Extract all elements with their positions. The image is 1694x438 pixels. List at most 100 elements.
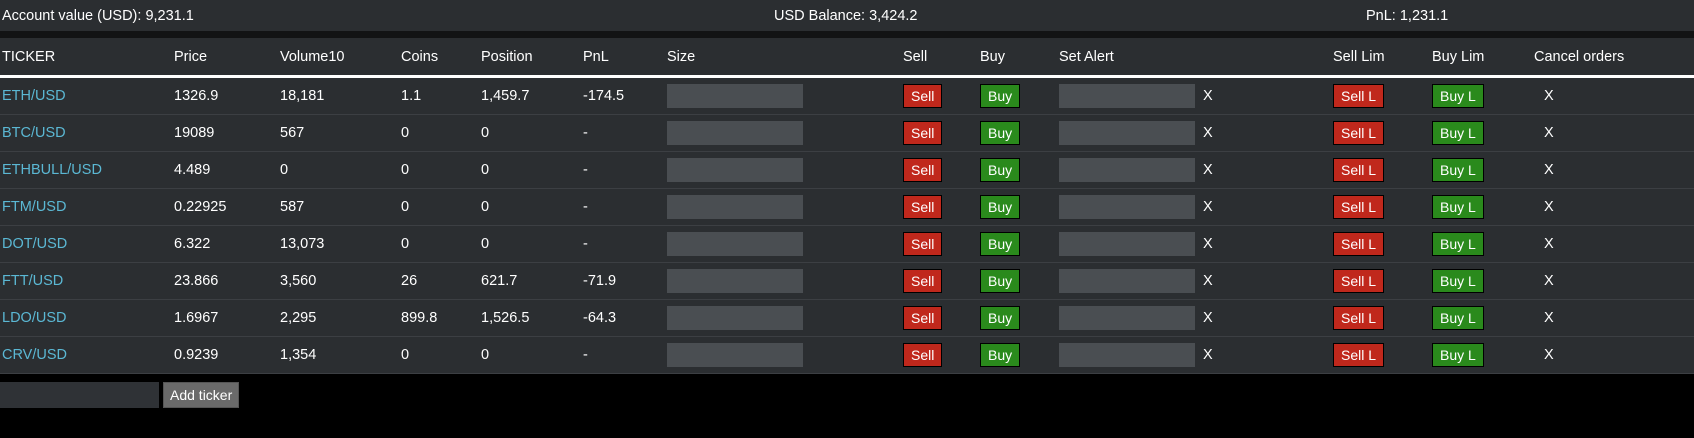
clear-alert-button[interactable]: X [1203,273,1213,289]
sell-limit-button[interactable]: Sell L [1333,343,1385,367]
divider [0,31,1694,38]
buy-limit-button[interactable]: Buy L [1432,195,1484,219]
size-input[interactable] [667,84,803,108]
new-ticker-input[interactable] [0,381,159,408]
sell-limit-cell: Sell L [1331,299,1430,337]
size-input[interactable] [667,232,803,256]
header-position: Position [479,38,581,78]
clear-alert-button[interactable]: X [1203,199,1213,215]
sell-limit-button[interactable]: Sell L [1333,121,1385,145]
sell-button[interactable]: Sell [903,269,943,293]
cancel-orders-button[interactable]: X [1544,273,1554,289]
buy-button[interactable]: Buy [980,121,1021,145]
cancel-orders-button[interactable]: X [1544,88,1554,104]
size-input[interactable] [667,306,803,330]
sell-limit-cell: Sell L [1331,114,1430,152]
ticker-link[interactable]: BTC/USD [2,125,66,141]
sell-button[interactable]: Sell [903,84,943,108]
sell-limit-button[interactable]: Sell L [1333,232,1385,256]
volume-cell: 2,295 [278,299,399,337]
ticker-cell: LDO/USD [0,299,172,337]
buy-limit-button[interactable]: Buy L [1432,232,1484,256]
buy-button[interactable]: Buy [980,343,1021,367]
cancel-cell: X [1532,188,1694,226]
cancel-orders-button[interactable]: X [1544,236,1554,252]
ticker-link[interactable]: CRV/USD [2,347,67,363]
ticker-link[interactable]: FTT/USD [2,273,64,289]
alert-input[interactable] [1059,84,1195,108]
clear-alert-button[interactable]: X [1203,162,1213,178]
cancel-orders-button[interactable]: X [1544,310,1554,326]
buy-limit-button[interactable]: Buy L [1432,269,1484,293]
position-cell: 0 [479,114,581,152]
price-cell: 19089 [172,114,278,152]
cancel-orders-button[interactable]: X [1544,199,1554,215]
ticker-link[interactable]: ETHBULL/USD [2,162,102,178]
clear-alert-button[interactable]: X [1203,347,1213,363]
alert-input[interactable] [1059,232,1195,256]
position-cell: 0 [479,225,581,263]
buy-button[interactable]: Buy [980,306,1021,330]
cancel-orders-button[interactable]: X [1544,347,1554,363]
alert-cell: X [1057,299,1331,337]
coins-cell: 0 [399,336,479,374]
sell-cell: Sell [901,299,978,337]
buy-limit-button[interactable]: Buy L [1432,343,1484,367]
table-row: CRV/USD 0.9239 1,354 0 0- Sell Buy X Sell L Buy L… [0,336,1694,374]
clear-alert-button[interactable]: X [1203,310,1213,326]
sell-limit-button[interactable]: Sell L [1333,84,1385,108]
buy-limit-button[interactable]: Buy L [1432,306,1484,330]
buy-limit-button[interactable]: Buy L [1432,121,1484,145]
table-row: LDO/USD 1.6967 2,295 899.8 1,526.5 -64.3 Sell B… [0,299,1694,337]
size-input[interactable] [667,343,803,367]
volume-cell: 3,560 [278,262,399,300]
buy-button[interactable]: Buy [980,195,1021,219]
alert-input[interactable] [1059,158,1195,182]
sell-limit-button[interactable]: Sell L [1333,269,1385,293]
clear-alert-button[interactable]: X [1203,88,1213,104]
buy-button[interactable]: Buy [980,269,1021,293]
size-input[interactable] [667,158,803,182]
sell-button[interactable]: Sell [903,195,943,219]
cancel-orders-button[interactable]: X [1544,162,1554,178]
sell-limit-button[interactable]: Sell L [1333,195,1385,219]
buy-button[interactable]: Buy [980,84,1021,108]
sell-limit-button[interactable]: Sell L [1333,158,1385,182]
size-input[interactable] [667,269,803,293]
buy-cell: Buy [978,188,1057,226]
buy-button[interactable]: Buy [980,232,1021,256]
sell-button[interactable]: Sell [903,158,943,182]
sell-button[interactable]: Sell [903,343,943,367]
cancel-orders-button[interactable]: X [1544,125,1554,141]
alert-input[interactable] [1059,269,1195,293]
sell-button[interactable]: Sell [903,121,943,145]
buy-limit-button[interactable]: Buy L [1432,158,1484,182]
size-input[interactable] [667,195,803,219]
ticker-link[interactable]: LDO/USD [2,310,67,326]
size-input[interactable] [667,121,803,145]
price-cell: 23.866 [172,262,278,300]
alert-cell: X [1057,114,1331,152]
price-cell: 1.6967 [172,299,278,337]
alert-input[interactable] [1059,306,1195,330]
add-ticker-button[interactable]: Add ticker [163,381,240,408]
alert-input[interactable] [1059,121,1195,145]
buy-button[interactable]: Buy [980,158,1021,182]
buy-cell: Buy [978,76,1057,115]
alert-input[interactable] [1059,195,1195,219]
alert-cell: X [1057,336,1331,374]
ticker-link[interactable]: FTM/USD [2,199,67,215]
sell-button[interactable]: Sell [903,232,943,256]
sell-button[interactable]: Sell [903,306,943,330]
ticker-link[interactable]: ETH/USD [2,88,66,104]
clear-alert-button[interactable]: X [1203,125,1213,141]
ticker-cell: FTM/USD [0,188,172,226]
buy-limit-button[interactable]: Buy L [1432,84,1484,108]
clear-alert-button[interactable]: X [1203,236,1213,252]
alert-input[interactable] [1059,343,1195,367]
pnl-cell: -64.3 [581,299,665,337]
alert-cell: X [1057,225,1331,263]
sell-limit-button[interactable]: Sell L [1333,306,1385,330]
ticker-link[interactable]: DOT/USD [2,236,68,252]
